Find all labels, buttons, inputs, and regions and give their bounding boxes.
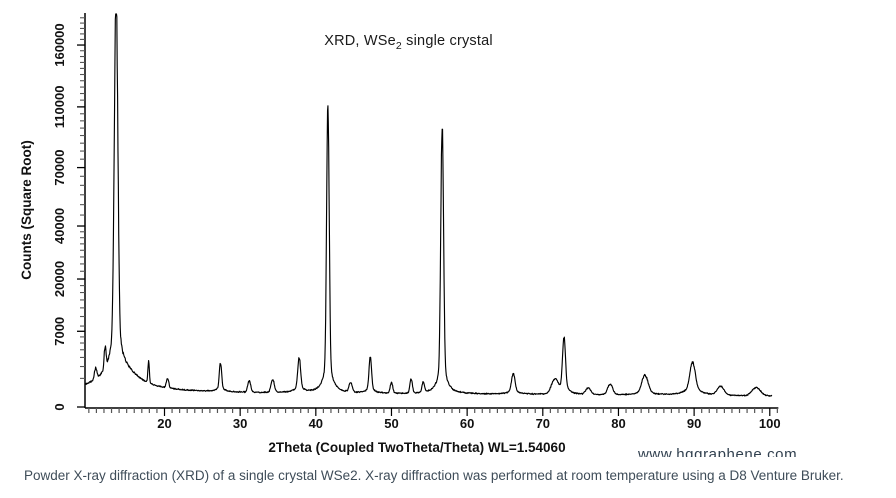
xrd-chart-panel: 20 30 40 50 60 70 80 90 100 0 7000 20000 40000 70000 1… <box>19 13 798 457</box>
x-tick-label: 20 <box>157 416 171 431</box>
title-subscript: 2 <box>395 39 402 52</box>
chart-title: XRD, WSe2 single crystal <box>324 33 493 52</box>
x-tick-label: 40 <box>309 416 323 431</box>
x-tick-label: 30 <box>233 416 247 431</box>
diffraction-curve <box>84 13 773 397</box>
y-axis-title: Counts (Square Root) <box>19 140 34 280</box>
xrd-plot: 20 30 40 50 60 70 80 90 100 0 7000 20000 40000 70000 1… <box>19 13 781 455</box>
x-tick-label: 70 <box>536 416 550 431</box>
watermark-url: www.hqgraphene.com <box>638 446 798 457</box>
diffraction-curve-group <box>84 13 773 397</box>
axes-group: 20 30 40 50 60 70 80 90 100 0 7000 20000 40000 70000 1… <box>52 13 781 431</box>
y-tick-label: 160000 <box>52 23 67 66</box>
x-axis-title: 2Theta (Coupled TwoTheta/Theta) WL=1.540… <box>268 440 565 455</box>
x-tick-label: 90 <box>687 416 701 431</box>
y-tick-label: 7000 <box>52 317 67 346</box>
x-tick-label: 80 <box>611 416 625 431</box>
x-tick-label: 100 <box>759 416 781 431</box>
y-tick-label: 20000 <box>52 261 67 297</box>
y-axis-ticks: 0 7000 20000 40000 70000 110000 160000 <box>52 17 85 411</box>
y-tick-label: 110000 <box>52 86 67 129</box>
x-tick-label: 50 <box>384 416 398 431</box>
x-tick-label: 60 <box>460 416 474 431</box>
x-axis-ticks: 20 30 40 50 60 70 80 90 100 <box>88 408 781 431</box>
y-tick-label: 0 <box>52 403 67 410</box>
y-tick-label: 40000 <box>52 208 67 244</box>
figure-caption: Powder X-ray diffraction (XRD) of a sing… <box>24 468 844 483</box>
y-tick-label: 70000 <box>52 150 67 186</box>
